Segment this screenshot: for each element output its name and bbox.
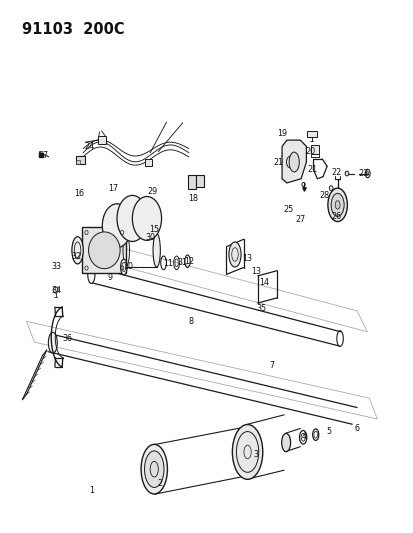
Text: 25: 25 <box>282 205 292 214</box>
Bar <box>82 228 126 273</box>
Text: 17: 17 <box>108 184 119 192</box>
Ellipse shape <box>330 193 343 216</box>
Text: 6: 6 <box>354 424 359 433</box>
Ellipse shape <box>132 197 161 240</box>
Text: 10: 10 <box>123 262 133 271</box>
Text: 4: 4 <box>301 432 306 441</box>
Ellipse shape <box>232 424 262 479</box>
Text: 22: 22 <box>331 168 341 177</box>
Bar <box>76 160 80 164</box>
Text: 3: 3 <box>253 450 258 459</box>
Ellipse shape <box>335 201 339 209</box>
Text: 32: 32 <box>71 252 81 261</box>
Ellipse shape <box>153 233 160 267</box>
Text: 91103  200C: 91103 200C <box>22 22 125 37</box>
Polygon shape <box>281 140 306 183</box>
Text: 37: 37 <box>39 151 49 160</box>
Text: 15: 15 <box>149 225 159 235</box>
Text: 33: 33 <box>51 262 61 271</box>
Text: 1: 1 <box>89 486 94 495</box>
Text: 30: 30 <box>145 233 155 243</box>
Bar <box>76 156 85 164</box>
Text: 2: 2 <box>157 479 162 488</box>
Bar <box>187 175 195 189</box>
Text: 26: 26 <box>331 212 341 221</box>
Text: 31: 31 <box>177 258 187 267</box>
Text: 7: 7 <box>269 361 274 370</box>
Text: 28: 28 <box>319 191 329 200</box>
Text: 11: 11 <box>163 260 173 269</box>
Ellipse shape <box>72 237 83 264</box>
Ellipse shape <box>117 196 147 241</box>
Text: 13: 13 <box>242 254 252 263</box>
Text: 18: 18 <box>188 194 197 203</box>
Text: 24: 24 <box>84 142 94 151</box>
Bar <box>145 159 152 166</box>
Bar <box>306 131 316 137</box>
Text: 19: 19 <box>276 129 287 138</box>
Ellipse shape <box>288 152 299 172</box>
Bar <box>98 136 105 144</box>
Ellipse shape <box>102 204 131 248</box>
Ellipse shape <box>120 259 127 275</box>
Ellipse shape <box>141 445 167 494</box>
Ellipse shape <box>286 156 293 168</box>
Text: 21: 21 <box>307 165 317 174</box>
Text: 14: 14 <box>258 278 268 287</box>
Bar <box>196 175 204 187</box>
Text: 16: 16 <box>74 189 84 198</box>
Ellipse shape <box>144 451 164 488</box>
Ellipse shape <box>344 171 348 176</box>
Ellipse shape <box>48 332 57 353</box>
Text: 29: 29 <box>147 187 157 196</box>
Text: 9: 9 <box>107 273 112 282</box>
Bar <box>310 146 318 154</box>
Text: 36: 36 <box>62 334 72 343</box>
Text: 12: 12 <box>183 257 193 266</box>
Ellipse shape <box>228 242 240 267</box>
Ellipse shape <box>281 433 290 451</box>
Ellipse shape <box>88 232 120 269</box>
Text: 8: 8 <box>188 317 193 326</box>
Text: 20: 20 <box>305 147 315 156</box>
Ellipse shape <box>327 188 347 222</box>
Text: 23: 23 <box>357 169 368 178</box>
Text: 5: 5 <box>325 426 330 435</box>
Text: 13: 13 <box>250 267 260 276</box>
Text: 27: 27 <box>294 215 305 224</box>
Text: 35: 35 <box>256 304 266 313</box>
Text: 21: 21 <box>272 158 282 166</box>
Text: 34: 34 <box>52 286 62 295</box>
Ellipse shape <box>88 265 95 284</box>
